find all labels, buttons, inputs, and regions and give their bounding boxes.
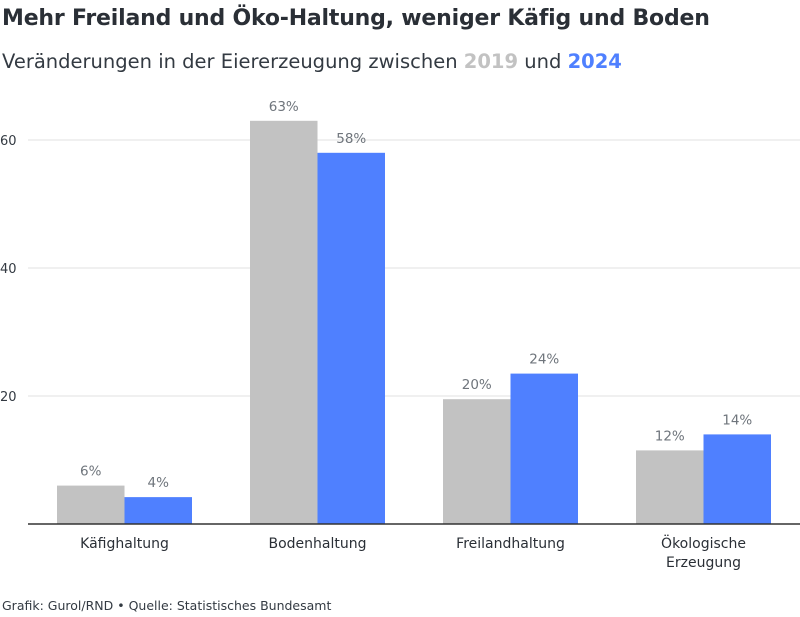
chart-title: Mehr Freiland und Öko-Haltung, weniger K…: [2, 6, 710, 31]
chart-subtitle: Veränderungen in der Eiererzeugung zwisc…: [2, 50, 622, 73]
bar-2019: [57, 485, 125, 524]
category-label: Freilandhaltung: [456, 536, 565, 552]
subtitle-text: Veränderungen in der Eiererzeugung zwisc…: [2, 50, 458, 73]
source-footer: Grafik: Gurol/RND • Quelle: Statistische…: [2, 598, 332, 613]
data-label: 58%: [336, 131, 366, 147]
data-label: 20%: [462, 377, 492, 393]
bar-2019: [636, 450, 704, 524]
data-label: 6%: [80, 464, 102, 480]
bar-2019: [443, 399, 511, 524]
bar-2024: [124, 497, 192, 524]
data-label: 24%: [529, 352, 559, 368]
data-label: 14%: [722, 412, 752, 428]
y-tick-label: 40: [0, 262, 17, 277]
bar-2024: [703, 434, 771, 524]
data-label: 4%: [148, 475, 170, 491]
category-label: Erzeugung: [666, 555, 741, 571]
bar-chart: 20 40 60 6% 63% 20% 12% 4% 58% 24% 14% Käfighaltung…: [0, 99, 800, 571]
category-label: Ökologische: [661, 534, 746, 552]
data-label: 12%: [655, 428, 685, 444]
y-tick-label: 60: [0, 134, 17, 149]
data-label: 63%: [269, 99, 299, 115]
subtitle-year-2024: 2024: [567, 50, 622, 73]
bar-2024: [317, 152, 385, 525]
bar-2024: [510, 373, 578, 524]
subtitle-year-2019: 2019: [463, 50, 519, 73]
bar-2019: [250, 120, 318, 525]
subtitle-connector: und: [524, 50, 562, 73]
category-label: Bodenhaltung: [268, 536, 366, 552]
category-label: Käfighaltung: [80, 536, 169, 552]
y-tick-label: 20: [0, 390, 17, 405]
